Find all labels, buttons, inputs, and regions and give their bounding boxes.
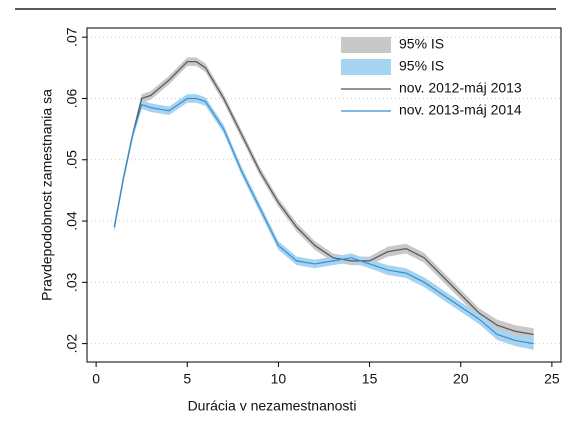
x-tick-label: 0 [92,371,100,387]
x-axis-label: Durácia v nezamestnanosti [188,398,357,414]
line [113,61,534,336]
x-tick-label: 10 [271,371,287,387]
legend-label: nov. 2013-máj 2014 [399,102,522,118]
x-tick-label: 20 [453,371,469,387]
x-tick-label: 5 [183,371,191,387]
y-axis-label: Pravdepodobnost zamestnania sa [39,89,55,301]
y-tick-label: .03 [64,272,80,292]
legend-label: 95% IS [399,36,444,52]
x-tick-label: 25 [544,371,560,387]
confidence-band [114,94,534,350]
legend-label: nov. 2012-máj 2013 [399,80,522,96]
legend-swatch [341,59,391,75]
y-tick-label: .02 [64,334,80,354]
x-tick-label: 15 [362,371,378,387]
y-tick-label: .06 [64,89,80,109]
y-tick-label: .05 [64,150,80,170]
plot-frame [86,27,562,363]
line [113,97,534,345]
legend-label: 95% IS [399,58,444,74]
y-tick-label: .07 [64,27,80,47]
confidence-band [114,57,534,341]
legend-swatch [341,37,391,53]
y-tick-label: .04 [64,211,80,231]
